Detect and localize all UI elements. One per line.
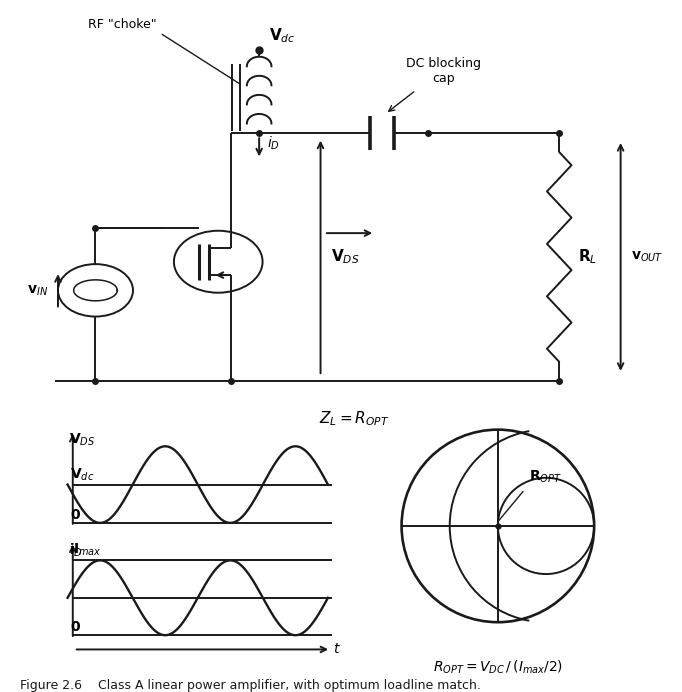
Text: $Z_L=R_{OPT}$: $Z_L=R_{OPT}$: [319, 410, 390, 428]
Text: $\mathbf{R}_{L}$: $\mathbf{R}_{L}$: [578, 248, 597, 266]
Text: $\mathbf{R}_{OPT}$: $\mathbf{R}_{OPT}$: [529, 469, 561, 486]
Text: $\mathbf{v}_{IN}$: $\mathbf{v}_{IN}$: [27, 283, 48, 298]
Text: $\mathbf{V}_{dc}$: $\mathbf{V}_{dc}$: [269, 26, 296, 45]
Text: Figure 2.6    Class A linear power amplifier, with optimum loadline match.: Figure 2.6 Class A linear power amplifie…: [20, 679, 481, 691]
Text: $\mathbf{v}_{OUT}$: $\mathbf{v}_{OUT}$: [631, 250, 664, 264]
Text: $t$: $t$: [333, 642, 341, 657]
Text: DC blocking
cap: DC blocking cap: [406, 57, 481, 85]
Text: $R_{OPT} = V_{DC}\,/\,(I_{max}/2)$: $R_{OPT} = V_{DC}\,/\,(I_{max}/2)$: [433, 659, 563, 676]
Text: $i_D$: $i_D$: [267, 134, 280, 152]
Text: RF "choke": RF "choke": [89, 18, 240, 84]
Text: $\mathbf{0}$: $\mathbf{0}$: [70, 508, 80, 522]
Text: $\mathbf{V}_{dc}$: $\mathbf{V}_{dc}$: [70, 466, 94, 483]
Text: $\mathbf{I}_{max}$: $\mathbf{I}_{max}$: [74, 542, 102, 558]
Text: $\mathbf{V}_{DS}$: $\mathbf{V}_{DS}$: [331, 248, 359, 266]
Text: $\mathbf{i}_{D}$: $\mathbf{i}_{D}$: [69, 542, 83, 559]
Text: $\mathbf{0}$: $\mathbf{0}$: [70, 620, 80, 634]
Text: $\mathbf{V}_{DS}$: $\mathbf{V}_{DS}$: [69, 432, 95, 448]
